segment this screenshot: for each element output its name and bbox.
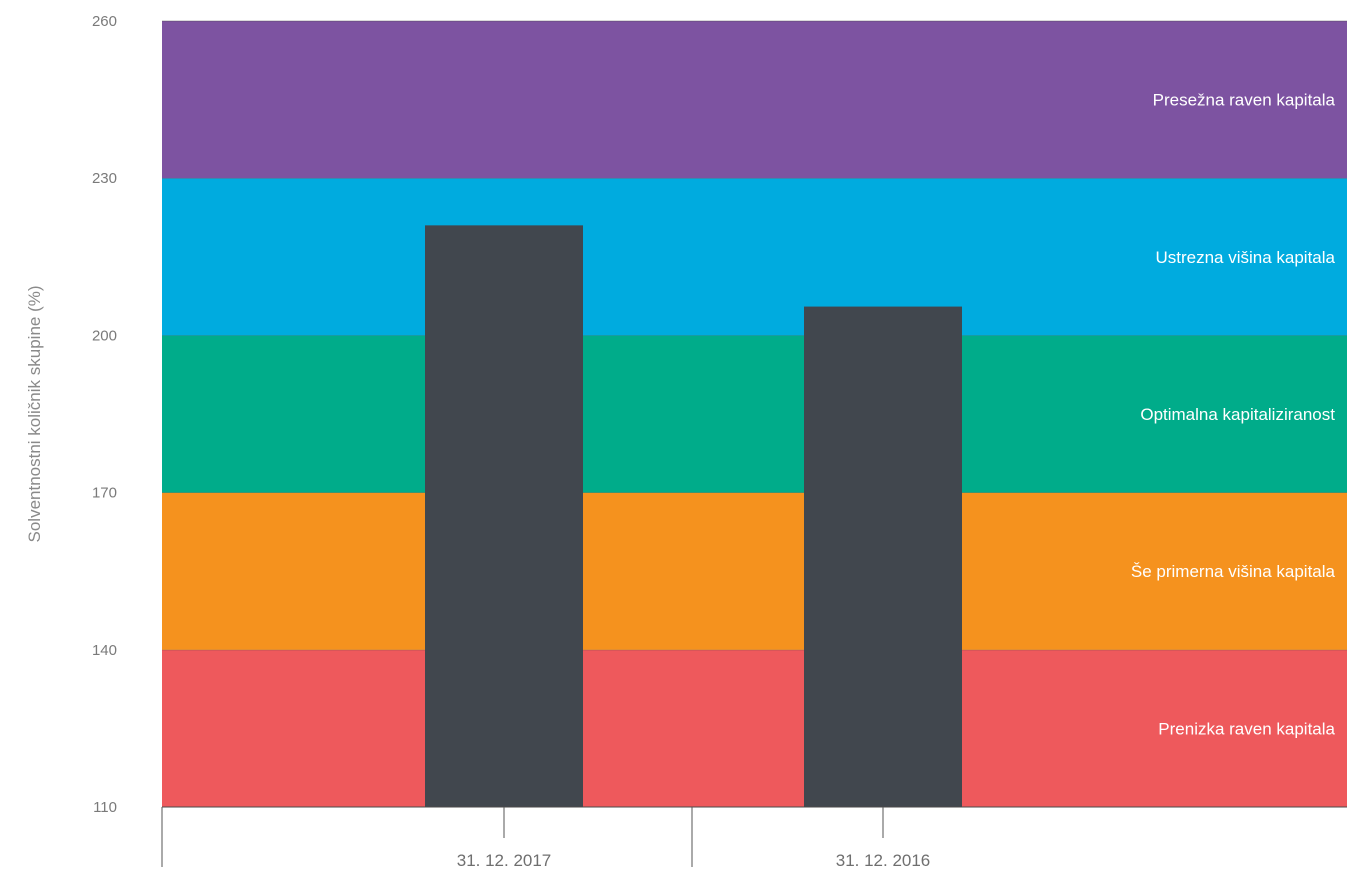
x-tick-label: 31. 12. 2016 xyxy=(836,851,931,870)
band-label: Optimalna kapitaliziranost xyxy=(1140,405,1335,424)
band-label: Prenizka raven kapitala xyxy=(1158,719,1335,738)
bar-0 xyxy=(425,225,583,808)
band-2 xyxy=(162,335,1347,493)
band-label: Ustrezna višina kapitala xyxy=(1155,248,1335,267)
y-axis-label: Solventnostni količnik skupine (%) xyxy=(25,285,44,542)
y-tick-label: 260 xyxy=(92,13,117,30)
band-3 xyxy=(162,178,1347,336)
bar-1 xyxy=(804,306,962,807)
band-label: Še primerna višina kapitala xyxy=(1131,562,1336,581)
y-tick-label: 170 xyxy=(92,485,117,502)
y-tick-label: 110 xyxy=(93,799,117,816)
x-tick-label: 31. 12. 2017 xyxy=(457,851,552,870)
y-tick-label: 200 xyxy=(92,327,117,344)
band-1 xyxy=(162,492,1347,650)
band-4 xyxy=(162,21,1347,179)
y-tick-label: 230 xyxy=(92,170,117,187)
band-label: Presežna raven kapitala xyxy=(1153,91,1336,110)
band-0 xyxy=(162,649,1347,807)
y-tick-label: 140 xyxy=(92,642,117,659)
